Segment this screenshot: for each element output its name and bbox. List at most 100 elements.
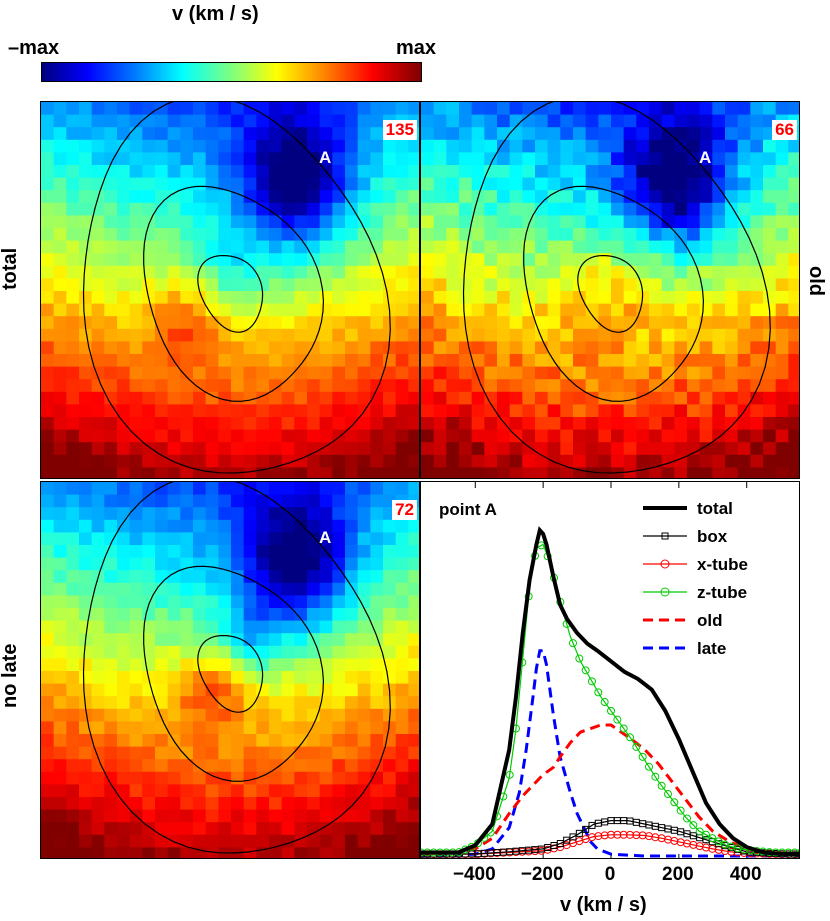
map-pixel: [193, 570, 207, 584]
map-pixel: [395, 265, 409, 279]
map-pixel: [307, 734, 321, 748]
map-pixel: [522, 316, 536, 330]
map-pixel: [395, 532, 409, 546]
map-pixel: [509, 379, 523, 393]
map-pixel: [104, 847, 118, 858]
map-pixel: [91, 671, 105, 685]
map-pixel: [725, 328, 739, 342]
map-pixel: [79, 328, 93, 342]
map-pixel: [623, 442, 637, 456]
map-pixel: [79, 519, 93, 533]
map-pixel: [395, 633, 409, 647]
map-pixel: [91, 278, 105, 292]
map-pixel: [281, 683, 295, 697]
map-pixel: [737, 278, 751, 292]
map-pixel: [623, 291, 637, 305]
map-pixel: [775, 291, 789, 305]
map-pixel: [91, 228, 105, 242]
map-pixel: [332, 341, 346, 355]
map-pixel: [433, 228, 447, 242]
map-pixel: [205, 454, 219, 468]
map-pixel: [193, 404, 207, 418]
map-pixel: [53, 595, 67, 609]
map-pixel: [611, 177, 625, 191]
map-pixel: [155, 404, 169, 418]
map-pixel: [357, 633, 371, 647]
map-pixel: [129, 442, 143, 456]
map-pixel: [598, 379, 612, 393]
map-pixel: [231, 265, 245, 279]
map-pixel: [79, 379, 93, 393]
map-pixel: [79, 482, 93, 496]
map-pixel: [104, 822, 118, 836]
map-pixel: [117, 608, 131, 622]
map-pixel: [218, 645, 232, 659]
velocity-map-total: 135 A: [40, 101, 420, 479]
map-pixel: [243, 784, 257, 798]
map-pixel: [53, 215, 67, 229]
map-pixel: [53, 708, 67, 722]
map-pixel: [547, 253, 561, 267]
map-pixel: [421, 278, 435, 292]
map-pixel: [471, 316, 485, 330]
map-pixel: [142, 366, 156, 380]
map-pixel: [117, 442, 131, 456]
map-pixel: [243, 391, 257, 405]
map-pixel: [231, 316, 245, 330]
map-pixel: [117, 316, 131, 330]
data-point-z-tube: [670, 798, 679, 807]
map-pixel: [497, 303, 511, 317]
map-pixel: [117, 467, 131, 478]
map-pixel: [699, 429, 713, 443]
map-pixel: [53, 570, 67, 584]
map-pixel: [307, 784, 321, 798]
map-pixel: [180, 202, 194, 216]
map-pixel: [687, 328, 701, 342]
map-pixel: [79, 127, 93, 141]
map-pixel: [497, 228, 511, 242]
x-tick-label: 400: [729, 864, 762, 885]
map-pixel: [104, 595, 118, 609]
map-pixel: [560, 127, 574, 141]
map-pixel: [573, 202, 587, 216]
map-pixel: [687, 429, 701, 443]
map-pixel: [66, 620, 80, 634]
map-pixel: [446, 442, 460, 456]
map-pixel: [522, 152, 536, 166]
map-pixel: [687, 127, 701, 141]
map-pixel: [307, 354, 321, 368]
map-pixel: [167, 265, 181, 279]
map-pixel: [345, 127, 359, 141]
map-pixel: [395, 215, 409, 229]
map-pixel: [155, 366, 169, 380]
map-pixel: [598, 442, 612, 456]
map-pixel: [307, 608, 321, 622]
point-a-marker: A: [699, 148, 712, 167]
map-pixel: [547, 366, 561, 380]
map-pixel: [231, 228, 245, 242]
map-pixel: [383, 608, 397, 622]
map-pixel: [193, 114, 207, 128]
map-pixel: [256, 442, 270, 456]
map-pixel: [104, 391, 118, 405]
row-label-old: old: [805, 266, 827, 296]
map-pixel: [370, 633, 384, 647]
map-pixel: [674, 454, 688, 468]
map-pixel: [357, 379, 371, 393]
map-pixel: [357, 278, 371, 292]
map-pixel: [41, 328, 55, 342]
map-pixel: [750, 417, 764, 431]
map-pixel: [294, 482, 308, 496]
series-line-old: [421, 723, 799, 856]
map-pixel: [218, 822, 232, 836]
map-pixel: [535, 417, 549, 431]
map-pixel: [129, 467, 143, 478]
legend-label-x-tube: x-tube: [697, 555, 748, 574]
map-pixel: [699, 265, 713, 279]
map-pixel: [218, 354, 232, 368]
map-pixel: [408, 658, 419, 672]
map-pixel: [193, 797, 207, 811]
map-pixel: [104, 139, 118, 153]
map-pixel: [319, 620, 333, 634]
map-pixel: [775, 139, 789, 153]
